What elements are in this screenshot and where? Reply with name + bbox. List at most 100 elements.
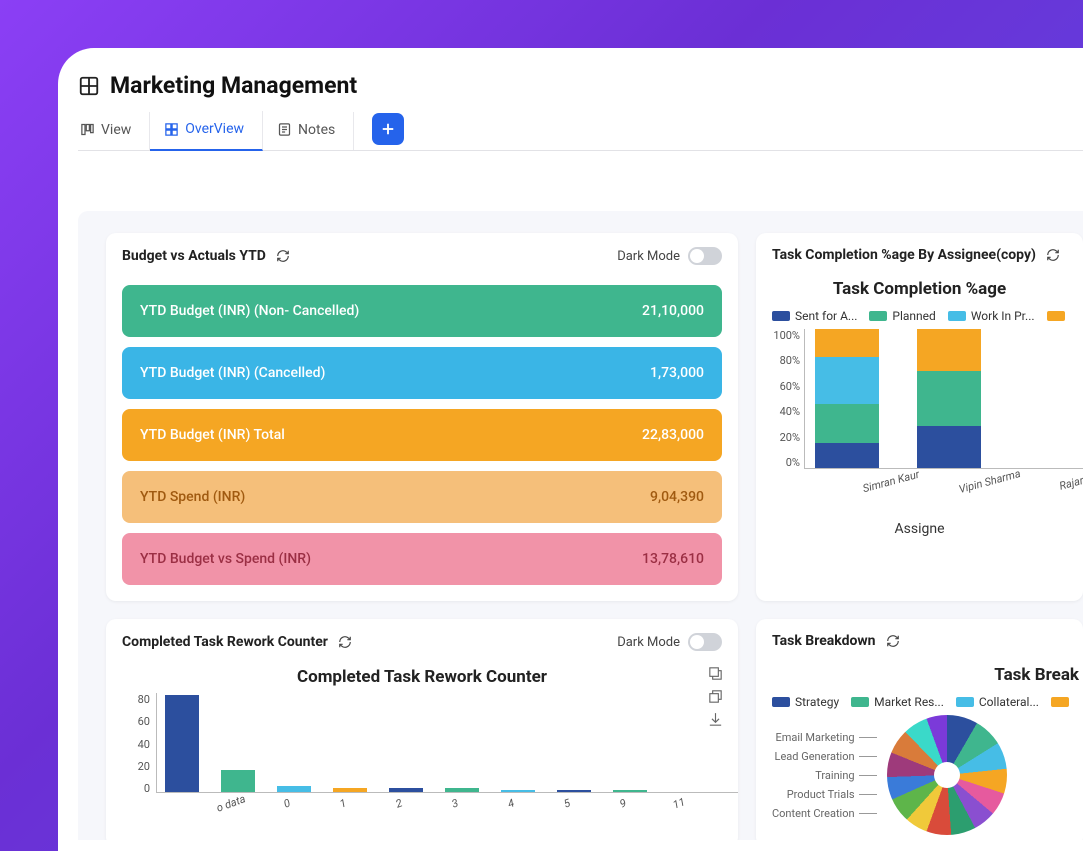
legend-swatch <box>869 311 887 321</box>
refresh-icon[interactable] <box>886 634 900 648</box>
tab-overview-label: OverView <box>185 121 244 137</box>
legend-swatch <box>1047 311 1065 321</box>
rework-chart: 806040200 o data012345911 <box>106 693 738 813</box>
refresh-icon[interactable] <box>338 635 352 649</box>
pie-wrap: Email Marketing Lead Generation Training Pr… <box>756 715 1083 835</box>
bar-segment <box>815 357 879 404</box>
view-icon <box>80 122 95 137</box>
y-tick: 40 <box>122 738 150 751</box>
pie-label: Lead Generation <box>772 750 877 763</box>
breakdown-chart-title: Task Break <box>756 661 1083 691</box>
x-label: 0 <box>269 792 305 816</box>
legend-item: Planned <box>869 309 935 323</box>
x-label: 5 <box>549 792 585 816</box>
panel-taskcomp-title: Task Completion %age By Assignee(copy) <box>772 247 1036 263</box>
metric-value: 9,04,390 <box>650 489 704 505</box>
metric-label: YTD Budget (INR) (Cancelled) <box>140 365 325 381</box>
pie-label: Content Creation <box>772 807 877 820</box>
y-tick: 60 <box>122 715 150 728</box>
y-tick: 20 <box>122 760 150 773</box>
pie-label: Product Trials <box>772 788 877 801</box>
page-header: Marketing Management <box>78 72 1083 111</box>
bar <box>557 790 591 792</box>
bar <box>501 790 535 792</box>
page-title: Marketing Management <box>110 72 357 99</box>
legend-label: Planned <box>892 309 935 323</box>
refresh-icon[interactable] <box>1046 248 1060 262</box>
pie-label: Email Marketing <box>772 731 877 744</box>
board-icon <box>78 75 100 97</box>
y-tick: 60% <box>768 380 800 393</box>
budget-metric-row: YTD Budget (INR) Total22,83,000 <box>122 409 722 461</box>
dark-mode-toggle[interactable] <box>688 247 722 265</box>
panel-breakdown: Task Breakdown Task Break StrategyMarket… <box>756 619 1083 840</box>
metric-value: 1,73,000 <box>650 365 704 381</box>
panel-rework-title: Completed Task Rework Counter <box>122 634 328 650</box>
panel-rework: Completed Task Rework Counter Dark Mode <box>106 619 738 840</box>
legend-label: Sent for A... <box>795 309 857 323</box>
tab-notes[interactable]: Notes <box>263 112 354 150</box>
legend-label: Work In Pr... <box>971 309 1035 323</box>
x-label: 9 <box>605 792 641 816</box>
bar <box>333 788 367 792</box>
bar <box>445 788 479 792</box>
tab-notes-label: Notes <box>298 122 335 138</box>
y-tick: 20% <box>768 431 800 444</box>
dark-mode-toggle[interactable] <box>688 633 722 651</box>
legend-item: Sent for A... <box>772 309 857 323</box>
pie-label: Training <box>772 769 877 782</box>
plus-icon <box>379 120 397 138</box>
panel-budget-title: Budget vs Actuals YTD <box>122 248 266 264</box>
taskcomp-chart: 100%80%60%40%20%0% Simran KaurVipin Shar… <box>756 329 1083 499</box>
budget-metric-row: YTD Budget (INR) (Cancelled) 1,73,000 <box>122 347 722 399</box>
legend-swatch <box>1051 697 1069 707</box>
refresh-icon[interactable] <box>276 249 290 263</box>
tab-view[interactable]: View <box>78 112 150 150</box>
metric-label: YTD Budget vs Spend (INR) <box>140 551 311 567</box>
rotate-icon[interactable] <box>707 665 724 682</box>
metric-value: 13,78,610 <box>642 551 704 567</box>
bar-segment <box>815 443 879 468</box>
overview-icon <box>164 122 179 137</box>
legend-item: Work In Pr... <box>948 309 1035 323</box>
notes-icon <box>277 122 292 137</box>
panel-task-completion: Task Completion %age By Assignee(copy) T… <box>756 233 1083 601</box>
bar <box>165 695 199 792</box>
panel-budget: Budget vs Actuals YTD Dark Mode YTD Budg… <box>106 233 738 601</box>
taskcomp-axis-label: Assigne <box>756 521 1083 537</box>
x-label: 1 <box>325 792 361 816</box>
taskcomp-chart-title: Task Completion %age <box>756 275 1083 305</box>
dashboard: Budget vs Actuals YTD Dark Mode YTD Budg… <box>78 211 1083 840</box>
taskcomp-legend: Sent for A... Planned Work In Pr... <box>756 305 1083 329</box>
budget-metric-row: YTD Budget (INR) (Non- Cancelled)21,10,0… <box>122 285 722 337</box>
x-label: Simran Kaur <box>861 468 920 496</box>
panel-breakdown-title: Task Breakdown <box>772 633 876 649</box>
stacked-bar <box>1019 329 1083 468</box>
legend-item: Market Res... <box>851 695 944 709</box>
y-tick: 80% <box>768 354 800 367</box>
x-label: Rajarshi <box>1058 470 1083 492</box>
y-tick: 0 <box>122 782 150 795</box>
legend-swatch <box>772 697 790 707</box>
dark-mode-label: Dark Mode <box>617 635 680 650</box>
rework-chart-title: Completed Task Rework Counter <box>106 663 738 693</box>
dark-mode-label: Dark Mode <box>617 249 680 264</box>
y-tick: 100% <box>768 329 800 342</box>
legend-swatch <box>948 311 966 321</box>
metric-label: YTD Spend (INR) <box>140 489 245 505</box>
legend-swatch <box>772 311 790 321</box>
app-window: Marketing Management View OverView Notes <box>58 48 1083 851</box>
x-label: 2 <box>381 792 417 816</box>
x-label: 3 <box>437 792 473 816</box>
bar <box>389 788 423 792</box>
legend-swatch <box>956 697 974 707</box>
bar <box>221 770 255 792</box>
add-tab-button[interactable] <box>372 113 404 145</box>
bar-segment <box>917 329 981 371</box>
x-label: 11 <box>661 792 697 816</box>
legend-label: Collateral... <box>979 695 1039 709</box>
metric-label: YTD Budget (INR) Total <box>140 427 285 443</box>
bar-segment <box>815 404 879 443</box>
budget-metric-row: YTD Budget vs Spend (INR) 13,78,610 <box>122 533 722 585</box>
tab-overview[interactable]: OverView <box>150 111 263 151</box>
